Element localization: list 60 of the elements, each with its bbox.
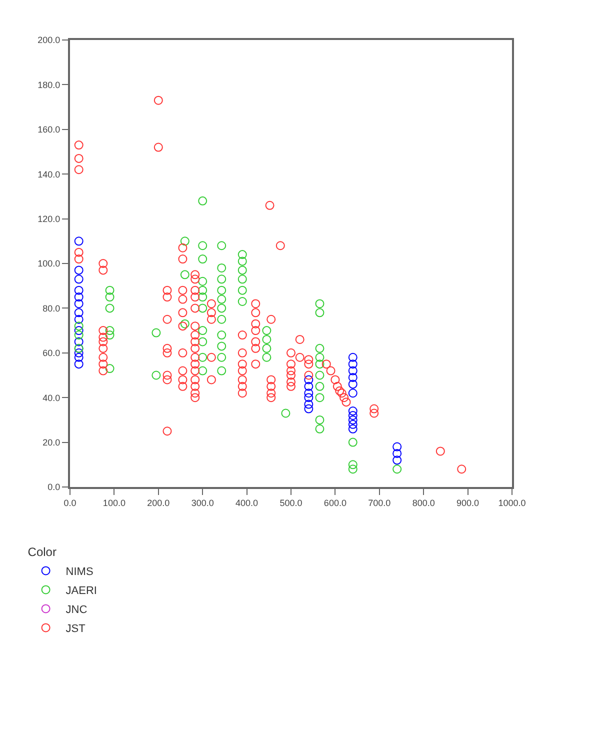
legend-label: NIMS bbox=[66, 566, 94, 578]
point bbox=[348, 420, 358, 429]
point bbox=[348, 372, 358, 382]
x-tick-label: 100.0 bbox=[102, 498, 126, 508]
x-tick-label: 900.0 bbox=[456, 498, 480, 508]
point bbox=[74, 348, 84, 358]
point bbox=[74, 299, 84, 308]
point bbox=[74, 266, 84, 275]
point bbox=[348, 424, 358, 434]
point bbox=[348, 415, 358, 424]
point bbox=[348, 352, 358, 362]
x-tick-label: 300.0 bbox=[191, 498, 214, 508]
point bbox=[304, 404, 314, 414]
x-tick-label: 600.0 bbox=[324, 498, 346, 508]
x-tick-label: 0.0 bbox=[64, 498, 76, 508]
point bbox=[304, 400, 314, 409]
point bbox=[348, 410, 358, 420]
point bbox=[348, 360, 358, 369]
legend-label: JST bbox=[66, 623, 86, 636]
legend-label: JAERI bbox=[66, 585, 97, 598]
point bbox=[74, 326, 84, 336]
point bbox=[304, 388, 314, 398]
point bbox=[304, 382, 314, 391]
point bbox=[74, 292, 84, 302]
x-tick-label: 700.0 bbox=[368, 498, 391, 508]
y-tick-label: 100.0 bbox=[38, 258, 60, 269]
point bbox=[304, 375, 314, 384]
y-tick-label: 20.0 bbox=[42, 437, 60, 448]
y-tick-label: 60.0 bbox=[42, 348, 60, 358]
point bbox=[304, 393, 314, 402]
point bbox=[348, 380, 358, 389]
legend-title: Color bbox=[28, 545, 56, 560]
point bbox=[392, 442, 402, 452]
y-tick-label: 140.0 bbox=[38, 169, 60, 180]
y-tick-label: 180.0 bbox=[38, 80, 60, 90]
x-tick-label: 200.0 bbox=[147, 498, 170, 508]
point bbox=[392, 456, 402, 465]
point bbox=[348, 388, 358, 398]
x-tick-label: 1000.0 bbox=[498, 498, 526, 508]
legend-label: JNC bbox=[66, 604, 88, 616]
y-tick-label: 200.0 bbox=[38, 35, 60, 46]
point bbox=[74, 274, 84, 284]
point bbox=[348, 406, 358, 416]
x-tick-label: 400.0 bbox=[236, 498, 258, 508]
y-tick-label: 120.0 bbox=[38, 214, 60, 224]
y-tick-label: 40.0 bbox=[42, 392, 60, 403]
y-tick-label: 0.0 bbox=[48, 482, 60, 492]
point bbox=[392, 448, 402, 458]
point bbox=[74, 360, 84, 369]
y-tick-label: 160.0 bbox=[38, 124, 60, 135]
point bbox=[74, 337, 84, 346]
y-tick-label: 80.0 bbox=[42, 303, 60, 314]
point bbox=[74, 352, 84, 362]
point bbox=[74, 236, 84, 246]
x-tick-label: 800.0 bbox=[412, 498, 435, 508]
point bbox=[74, 314, 84, 324]
point bbox=[348, 366, 358, 376]
point bbox=[74, 286, 84, 295]
x-tick-label: 500.0 bbox=[280, 498, 302, 508]
point bbox=[74, 308, 84, 318]
